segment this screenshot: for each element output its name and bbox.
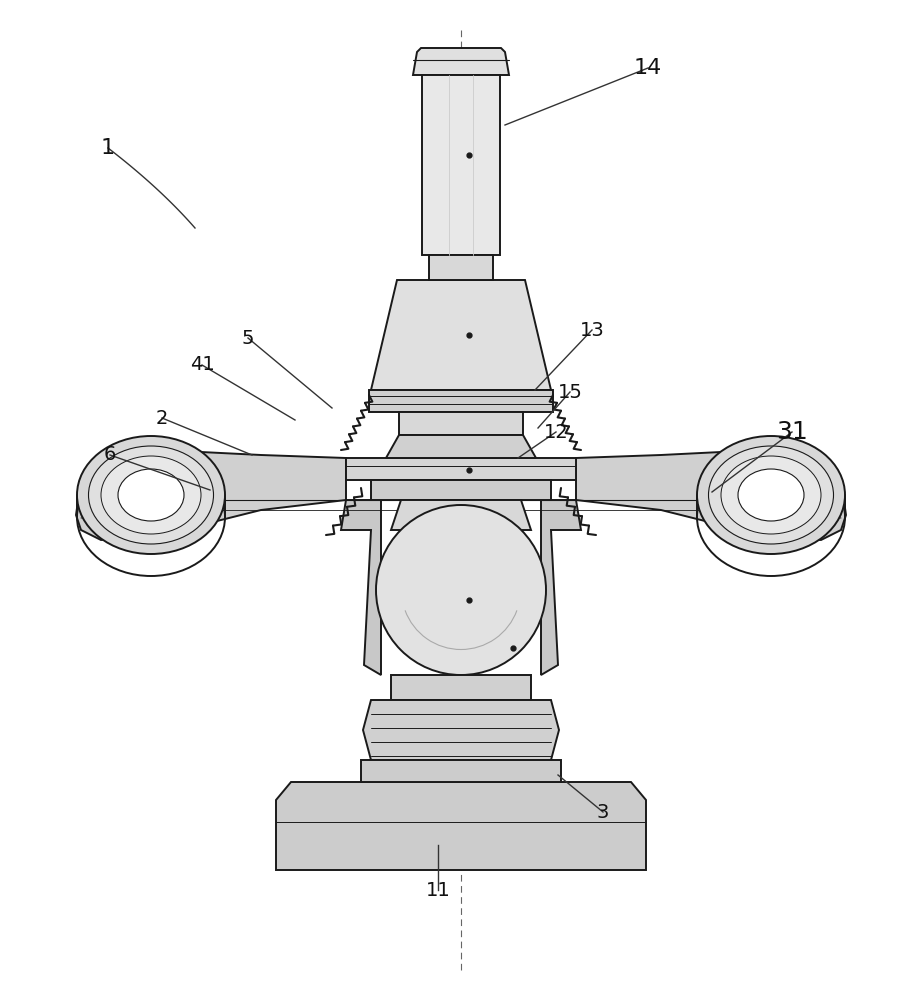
Bar	[361, 760, 561, 782]
Bar	[399, 412, 523, 435]
Polygon shape	[276, 782, 646, 870]
Text: 13: 13	[580, 320, 605, 340]
Ellipse shape	[101, 456, 201, 534]
Text: 15: 15	[558, 382, 583, 401]
Polygon shape	[391, 500, 531, 530]
Text: 14: 14	[633, 58, 662, 78]
Bar	[369, 390, 553, 412]
Polygon shape	[371, 280, 551, 390]
Text: 3: 3	[597, 802, 609, 822]
Bar	[429, 255, 493, 280]
Text: 2: 2	[156, 408, 168, 428]
Bar	[346, 458, 576, 480]
Ellipse shape	[738, 469, 804, 521]
Text: 1: 1	[100, 138, 115, 158]
Text: 6: 6	[104, 446, 116, 464]
Ellipse shape	[118, 469, 184, 521]
Polygon shape	[576, 452, 846, 540]
Polygon shape	[363, 700, 559, 760]
Ellipse shape	[721, 456, 821, 534]
Text: 11: 11	[426, 880, 450, 900]
Text: 31: 31	[776, 420, 808, 444]
Polygon shape	[341, 500, 386, 675]
Ellipse shape	[697, 436, 845, 554]
Bar	[371, 480, 551, 500]
Text: 12: 12	[544, 422, 568, 442]
Polygon shape	[536, 500, 581, 675]
Bar	[391, 675, 531, 700]
Bar	[422, 75, 500, 255]
Polygon shape	[386, 435, 536, 458]
Polygon shape	[413, 48, 509, 75]
Ellipse shape	[77, 436, 225, 554]
Text: 5: 5	[242, 328, 254, 348]
Circle shape	[376, 505, 546, 675]
Ellipse shape	[708, 446, 833, 544]
Text: 41: 41	[190, 356, 215, 374]
Ellipse shape	[89, 446, 214, 544]
Polygon shape	[76, 452, 346, 540]
